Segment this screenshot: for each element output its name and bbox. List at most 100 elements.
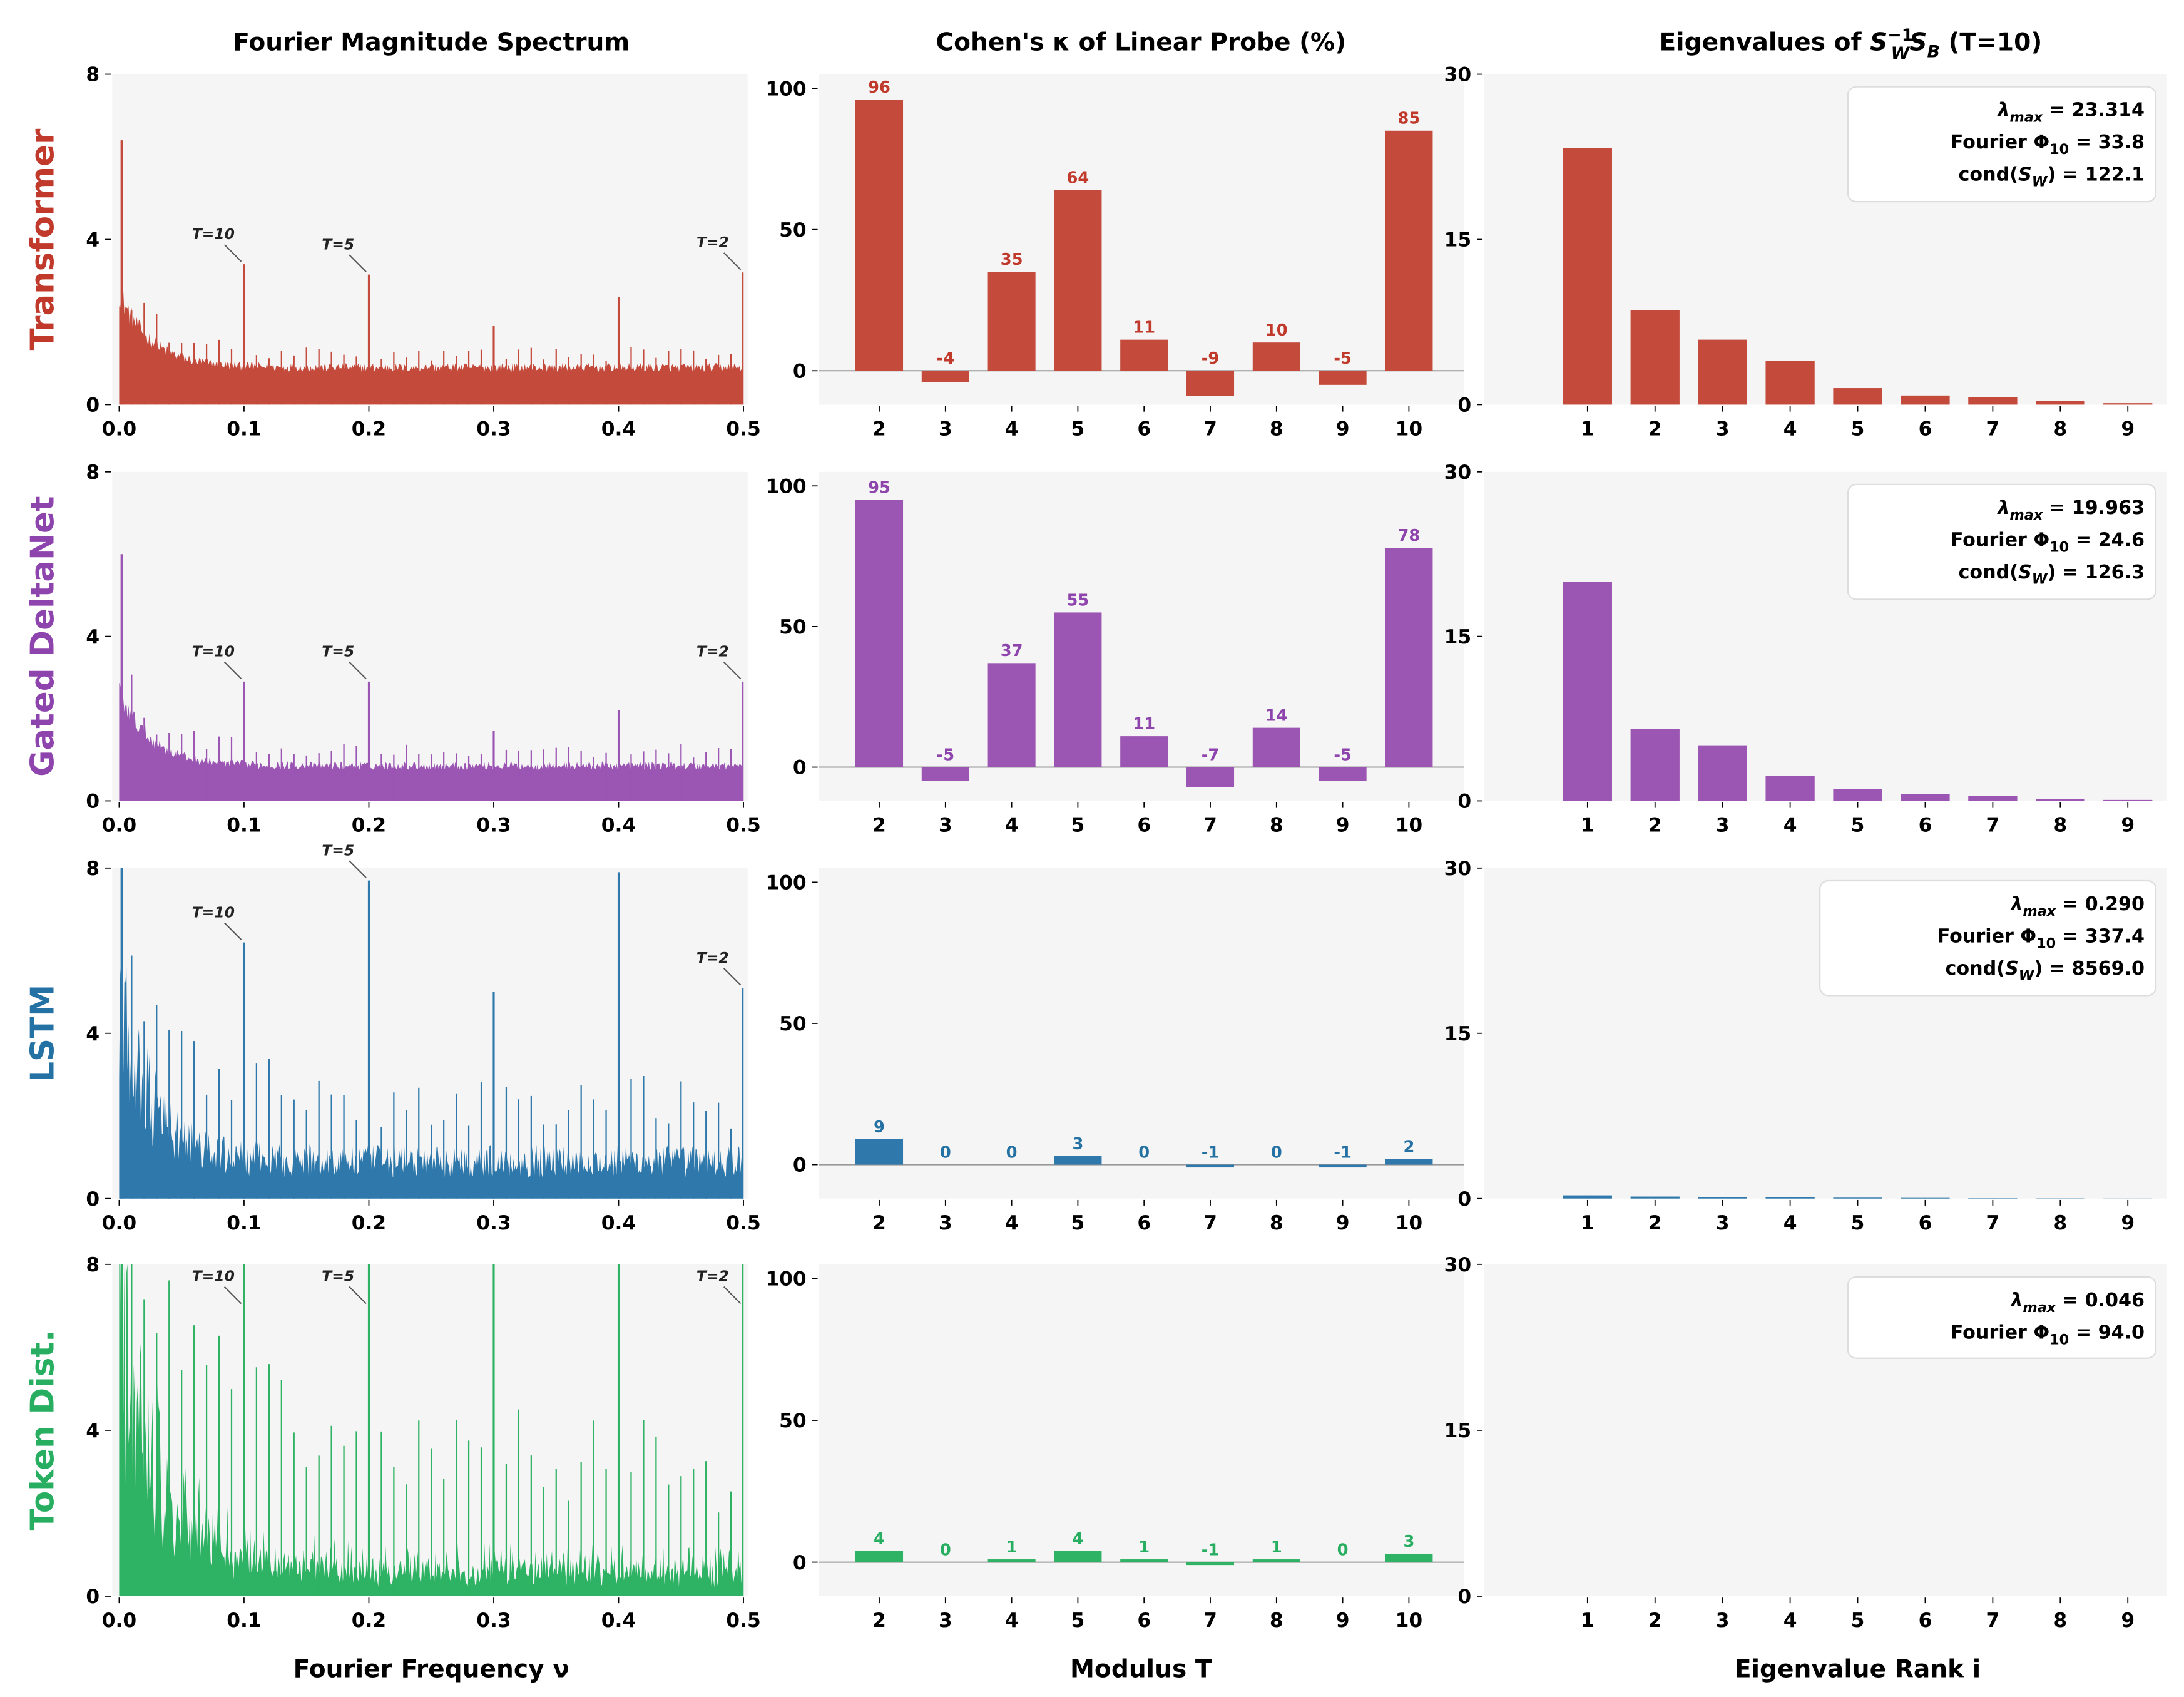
kappa-bar <box>1385 1159 1433 1165</box>
x-tick-label: 0.3 <box>476 1212 511 1234</box>
title-eigen-s2: S <box>1909 29 1927 57</box>
x-tick-label: 5 <box>1851 1609 1865 1632</box>
cond-post: ) <box>2034 958 2043 980</box>
lambda-max-value: 0.046 <box>2085 1289 2145 1311</box>
peak-annotation: T=2 <box>697 643 729 660</box>
title-eigen-sub2: B <box>1927 43 1939 62</box>
x-tick-label: 6 <box>1137 1609 1151 1632</box>
eigen-panel <box>1484 1264 2167 1604</box>
kappa-bar <box>1054 1156 1102 1165</box>
y-tick-label: 15 <box>1444 626 1472 649</box>
x-tick-label: 2 <box>872 418 886 441</box>
annotation-leader <box>723 968 742 986</box>
cond-sw-text: cond(SW) = 122.1 <box>1958 164 2145 190</box>
x-tick-label: 0.2 <box>352 814 386 837</box>
lambda-symbol: λ <box>1996 100 2009 121</box>
y-tick-label: 30 <box>1444 64 1472 86</box>
stats-box <box>1847 483 2157 600</box>
fourier-phi-text: Fourier Φ10 = 33.8 <box>1951 131 2145 158</box>
x-tick-label: 0.5 <box>726 1212 760 1234</box>
kappa-panel <box>819 74 1464 412</box>
x-tick-label: 3 <box>939 418 952 441</box>
kappa-bar <box>987 272 1036 371</box>
y-tick-label: 0 <box>1457 394 1471 417</box>
cond-sw-text: cond(SW) = 126.3 <box>1958 561 2145 588</box>
x-tick-label: 7 <box>1203 1609 1217 1632</box>
title-eigen-sup: −1 <box>1887 26 1913 45</box>
lambda-symbol: λ <box>1996 497 2009 519</box>
y-tick-label: 0 <box>1457 1586 1471 1608</box>
eigen-bar <box>1563 1195 1612 1199</box>
fourier-sub: 10 <box>2049 141 2069 158</box>
fourier-label: Fourier Φ <box>1937 925 2036 947</box>
peak-annotation: T=10 <box>192 643 235 660</box>
x-tick-label: 5 <box>1071 1609 1085 1632</box>
x-tick-label: 1 <box>1581 1212 1595 1234</box>
eigen-bar <box>1698 745 1747 801</box>
bar-value-label: -5 <box>1334 746 1352 764</box>
y-tick-label: 0 <box>86 394 100 417</box>
y-tick-label: 0 <box>1457 1188 1471 1211</box>
equals: = <box>2069 1321 2098 1343</box>
bar-value-label: 0 <box>1138 1143 1150 1162</box>
kappa-bar <box>1319 371 1367 385</box>
x-tick-label: 0.1 <box>227 814 261 837</box>
lambda-max-value: 19.963 <box>2072 497 2145 519</box>
x-tick-label: 5 <box>1851 418 1865 441</box>
kappa-panel <box>819 1264 1464 1604</box>
y-tick-label: 15 <box>1444 229 1472 252</box>
x-tick-label: 0.4 <box>601 1212 636 1234</box>
cond-pre: cond( <box>1958 164 2018 186</box>
kappa-panel <box>819 868 1464 1206</box>
equals: = <box>2069 529 2098 551</box>
x-tick-label: 0.5 <box>726 1609 760 1632</box>
x-tick-label: 7 <box>1203 1212 1217 1234</box>
bar-value-label: 0 <box>940 1541 951 1559</box>
kappa-bar <box>1054 190 1102 371</box>
stats-box <box>1819 879 2157 997</box>
x-tick-label: 5 <box>1071 418 1085 441</box>
x-tick-label: 2 <box>872 814 886 837</box>
bar-value-label: 11 <box>1133 715 1155 734</box>
x-tick-label: 0.5 <box>726 418 760 441</box>
x-tick-label: 6 <box>1919 814 1932 837</box>
cond-s: S <box>2005 958 2019 980</box>
bar-value-label: 1 <box>1138 1538 1150 1557</box>
x-tick-label: 9 <box>2121 418 2135 441</box>
x-tick-label: 9 <box>2121 1609 2135 1632</box>
x-tick-label: 4 <box>1783 1212 1797 1234</box>
y-tick-label: 50 <box>779 1410 807 1432</box>
y-tick-label: 0 <box>1457 791 1471 813</box>
fourier-label: Fourier Φ <box>1951 1321 2049 1343</box>
xlabel-kappa: Modulus T <box>1070 1656 1212 1684</box>
x-tick-label: 9 <box>1336 1609 1350 1632</box>
x-tick-label: 8 <box>1270 1212 1283 1234</box>
kappa-bar <box>1120 339 1168 371</box>
x-tick-label: 6 <box>1137 814 1151 837</box>
x-tick-label: 0.2 <box>352 1212 386 1234</box>
lambda-sub: max <box>2023 903 2056 920</box>
fourier-phi-value: 33.8 <box>2098 131 2145 153</box>
eigen-bar <box>1968 796 2018 801</box>
bar-value-label: 85 <box>1398 110 1421 128</box>
plot-background <box>112 74 748 405</box>
kappa-bar <box>1385 1553 1433 1562</box>
kappa-bar <box>1120 736 1168 767</box>
bar-value-label: -1 <box>1202 1143 1220 1162</box>
x-tick-label: 6 <box>1137 1212 1151 1234</box>
eigen-bar <box>1630 729 1680 801</box>
bar-value-label: 95 <box>868 479 890 498</box>
kappa-bar <box>1186 1562 1235 1566</box>
eigen-bar <box>2036 799 2085 801</box>
y-tick-label: 50 <box>779 219 807 242</box>
x-tick-label: 4 <box>1783 418 1797 441</box>
row-label: Transformer <box>24 128 61 350</box>
bar-value-label: 0 <box>940 1143 951 1162</box>
y-tick-label: 8 <box>86 461 100 484</box>
kappa-bar <box>1319 1164 1367 1168</box>
cond-pre: cond( <box>1945 958 2005 980</box>
y-tick-label: 4 <box>86 1420 100 1442</box>
x-tick-label: 6 <box>1919 1212 1932 1234</box>
lambda-max-value: 0.290 <box>2085 893 2145 915</box>
